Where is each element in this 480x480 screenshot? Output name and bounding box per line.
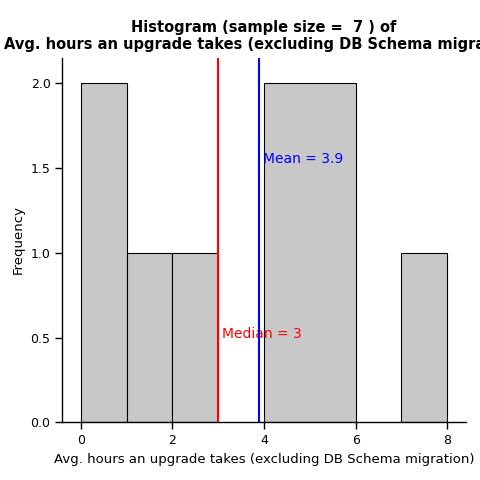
Bar: [401, 253, 447, 422]
Bar: [81, 83, 127, 422]
Bar: [172, 253, 218, 422]
Text: Mean = 3.9: Mean = 3.9: [263, 153, 343, 167]
Title: Histogram (sample size =  7 ) of
Avg. hours an upgrade takes (excluding DB Schem: Histogram (sample size = 7 ) of Avg. hou…: [4, 20, 480, 52]
Bar: [127, 253, 172, 422]
Bar: [264, 83, 356, 422]
Text: Median = 3: Median = 3: [222, 327, 301, 341]
X-axis label: Avg. hours an upgrade takes (excluding DB Schema migration): Avg. hours an upgrade takes (excluding D…: [54, 453, 474, 466]
Y-axis label: Frequency: Frequency: [12, 205, 25, 275]
